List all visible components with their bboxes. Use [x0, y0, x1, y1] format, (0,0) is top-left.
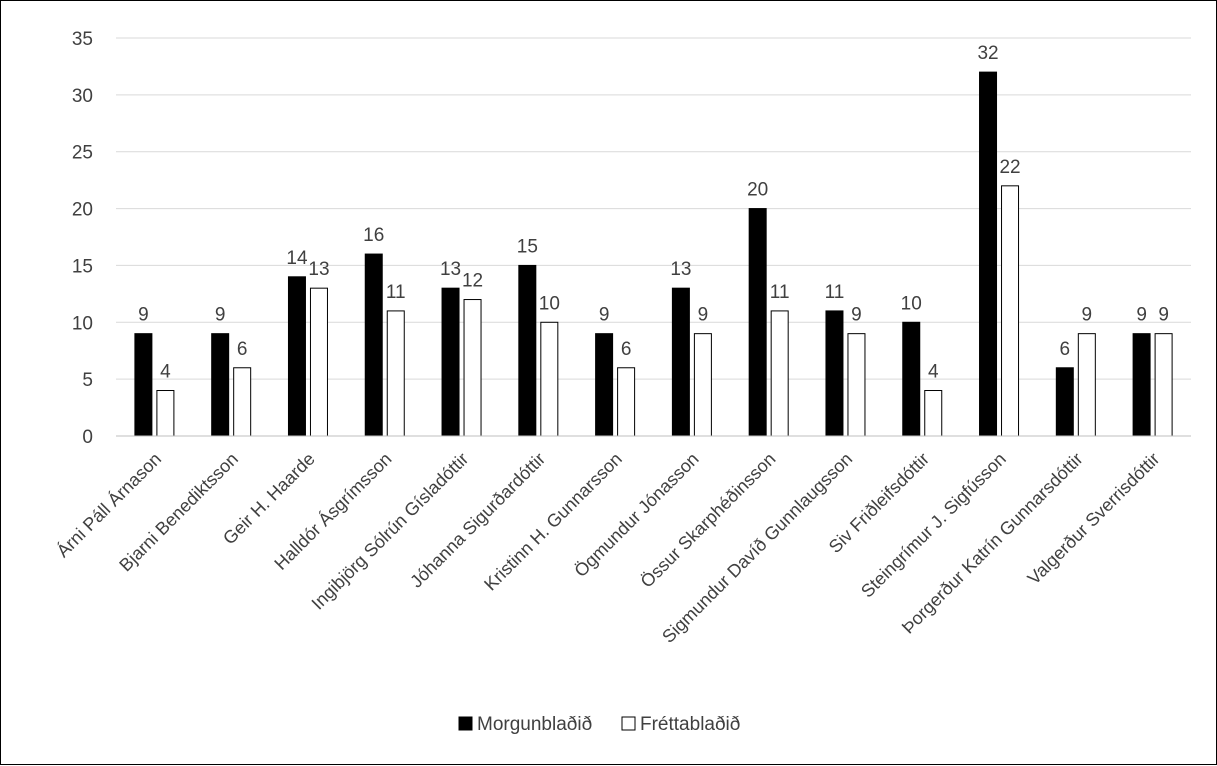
category-label: Steingrímur J. Sigfússon	[857, 449, 1010, 602]
bar-morgunbladid	[902, 321, 921, 437]
bar-frettabladid	[463, 299, 482, 437]
data-label: 11	[770, 282, 790, 303]
category-label: Ingibjörg Sólrún Gísladóttir	[308, 449, 473, 614]
bar-morgunbladid	[1132, 333, 1151, 437]
bar-frettabladid	[386, 310, 405, 437]
bar-morgunbladid	[441, 287, 460, 437]
category-label: Valgerður Sverrisdóttir	[1024, 449, 1164, 589]
legend: Morgunblaðið Fréttablaðið	[458, 714, 740, 735]
bars	[134, 71, 1173, 437]
data-label: 9	[215, 305, 226, 326]
y-tick-label: 0	[82, 427, 93, 448]
y-axis-ticks: 0 5 10 15 20 25 30 35	[72, 29, 93, 448]
bar-morgunbladid	[979, 71, 998, 437]
data-label: 9	[1082, 305, 1093, 326]
data-label: 11	[825, 282, 845, 303]
bar-morgunbladid	[595, 333, 614, 437]
category-label: Kristinn H. Gunnarsson	[480, 449, 626, 595]
bar-frettabladid	[1154, 333, 1173, 437]
data-label: 12	[462, 271, 483, 292]
y-tick-label: 5	[82, 370, 93, 391]
legend-label: Morgunblaðið	[477, 714, 592, 735]
data-label: 22	[999, 157, 1020, 178]
gridlines	[116, 37, 1191, 380]
bar-frettabladid	[309, 287, 328, 437]
bar-frettabladid	[233, 367, 252, 437]
category-label: Össur Skarphéðinsson	[637, 449, 780, 592]
data-label: 16	[363, 225, 384, 246]
bar-morgunbladid	[211, 333, 230, 437]
data-label: 9	[138, 305, 149, 326]
data-label: 9	[1136, 305, 1147, 326]
data-label: 13	[440, 259, 461, 280]
bar-morgunbladid	[134, 333, 153, 437]
data-label: 13	[308, 259, 329, 280]
bar-morgunbladid	[825, 310, 844, 437]
bar-morgunbladid	[748, 208, 767, 437]
y-tick-label: 15	[72, 256, 93, 277]
bar-morgunbladid	[364, 253, 383, 437]
legend-swatch	[458, 716, 473, 731]
legend-swatch	[621, 716, 636, 731]
bar-morgunbladid	[1055, 367, 1074, 437]
bar-morgunbladid	[671, 287, 690, 437]
data-label: 9	[1158, 305, 1169, 326]
data-label: 6	[1060, 339, 1071, 360]
category-label: Jóhanna Sigurðardóttir	[406, 449, 549, 592]
data-label: 4	[928, 362, 939, 383]
bar-frettabladid	[693, 333, 712, 437]
bar-frettabladid	[1001, 185, 1020, 437]
data-label: 4	[160, 362, 171, 383]
bar-frettabladid	[770, 310, 789, 437]
bar-morgunbladid	[287, 276, 306, 437]
data-label: 6	[621, 339, 632, 360]
data-label: 14	[286, 248, 308, 269]
data-label: 9	[851, 305, 862, 326]
y-tick-label: 25	[72, 143, 93, 164]
data-label: 15	[517, 236, 538, 257]
data-label: 11	[386, 282, 406, 303]
data-label: 32	[977, 43, 998, 64]
data-label: 6	[237, 339, 248, 360]
y-tick-label: 10	[72, 313, 93, 334]
data-label: 20	[747, 180, 768, 201]
data-label: 10	[539, 293, 560, 314]
y-tick-label: 20	[72, 200, 93, 221]
bar-frettabladid	[847, 333, 866, 437]
data-label: 10	[901, 293, 922, 314]
data-label: 13	[670, 259, 691, 280]
bar-frettabladid	[1077, 333, 1096, 437]
category-label: Ögmundur Jónasson	[570, 449, 702, 581]
y-tick-label: 30	[72, 86, 93, 107]
bar-morgunbladid	[518, 264, 537, 437]
bar-frettabladid	[617, 367, 636, 437]
bar-frettabladid	[540, 321, 559, 437]
legend-label: Fréttablaðið	[640, 714, 740, 735]
bar-frettabladid	[156, 390, 175, 437]
data-label: 9	[599, 305, 610, 326]
bar-frettabladid	[924, 390, 943, 437]
data-label: 9	[698, 305, 709, 326]
y-tick-label: 35	[72, 29, 93, 50]
